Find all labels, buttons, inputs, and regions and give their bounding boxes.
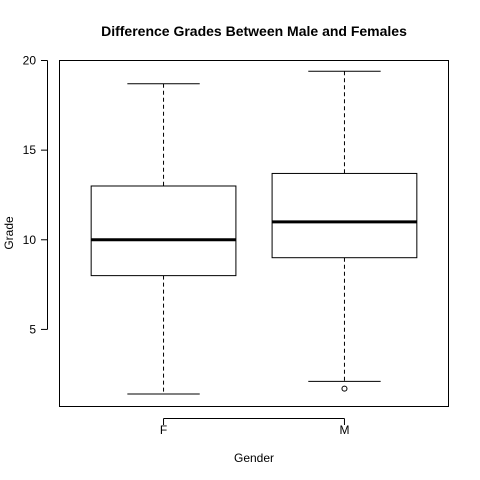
box-F (90, 83, 237, 395)
box-M (271, 70, 418, 392)
y-axis: 5 10 15 20 (23, 54, 48, 336)
y-tick-label: 10 (23, 233, 37, 247)
y-tick-label: 15 (23, 143, 37, 157)
x-axis-label: Gender (234, 451, 274, 465)
y-tick-label: 5 (29, 322, 36, 336)
iqr-box (90, 185, 237, 277)
y-axis-label: Grade (2, 216, 16, 250)
y-tick-label: 20 (23, 54, 37, 68)
box-group (90, 70, 418, 395)
plot-frame (59, 60, 449, 407)
iqr-box (271, 172, 418, 259)
x-tick-label: F (160, 423, 167, 437)
x-tick-label: M (339, 423, 349, 437)
outlier-point (341, 385, 348, 392)
chart-title: Difference Grades Between Male and Femal… (101, 23, 407, 39)
